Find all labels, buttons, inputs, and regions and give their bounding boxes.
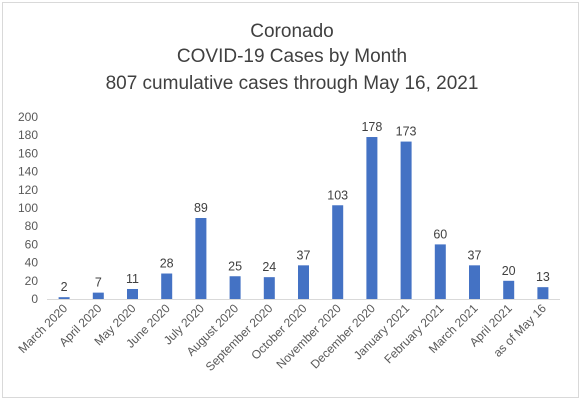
bar — [503, 280, 515, 299]
y-tick-label: 0 — [31, 292, 38, 306]
bar — [400, 141, 412, 299]
bar — [469, 265, 480, 299]
data-label: 103 — [327, 188, 348, 202]
data-label: 7 — [95, 276, 102, 290]
y-tick-label: 20 — [25, 274, 39, 288]
y-tick-label: 60 — [25, 237, 39, 251]
y-tick-label: 120 — [18, 183, 38, 197]
data-label: 11 — [126, 272, 139, 286]
data-label: 173 — [396, 125, 417, 139]
data-label: 89 — [194, 201, 208, 215]
bar — [161, 273, 173, 299]
bar — [58, 297, 70, 299]
bar — [92, 292, 104, 299]
chart-frame — [2, 2, 579, 398]
chart-subtitle: COVID-19 Cases by Month — [176, 46, 408, 67]
data-label: 25 — [228, 259, 242, 273]
data-label: 28 — [160, 257, 174, 271]
y-tick-label: 100 — [18, 201, 38, 215]
y-tick-label: 200 — [18, 110, 38, 124]
x-tick-label: February 2021 — [381, 301, 446, 366]
y-tick-label: 160 — [18, 146, 38, 160]
data-label: 24 — [262, 260, 276, 274]
bar — [366, 137, 378, 299]
bar — [127, 288, 138, 299]
data-label: 60 — [433, 227, 447, 241]
y-tick-label: 80 — [25, 219, 39, 233]
bar — [229, 276, 241, 299]
bar — [195, 218, 207, 299]
data-label: 178 — [361, 120, 382, 134]
y-tick-label: 40 — [25, 256, 39, 270]
y-tick-label: 180 — [18, 128, 38, 142]
data-label: 37 — [468, 248, 482, 262]
bar — [298, 265, 309, 299]
chart-title: Coronado — [250, 21, 334, 42]
bar — [332, 205, 344, 299]
data-label: 20 — [502, 264, 516, 278]
data-label: 13 — [536, 270, 550, 284]
bar — [263, 277, 275, 299]
data-label: 2 — [61, 280, 68, 294]
bar — [537, 287, 549, 299]
x-tick-label: March 2020 — [16, 301, 71, 356]
data-label: 37 — [297, 248, 311, 262]
chart-subtitle-cumulative: 807 cumulative cases through May 16, 202… — [105, 73, 479, 94]
bar — [434, 244, 446, 299]
y-tick-label: 140 — [18, 165, 38, 179]
